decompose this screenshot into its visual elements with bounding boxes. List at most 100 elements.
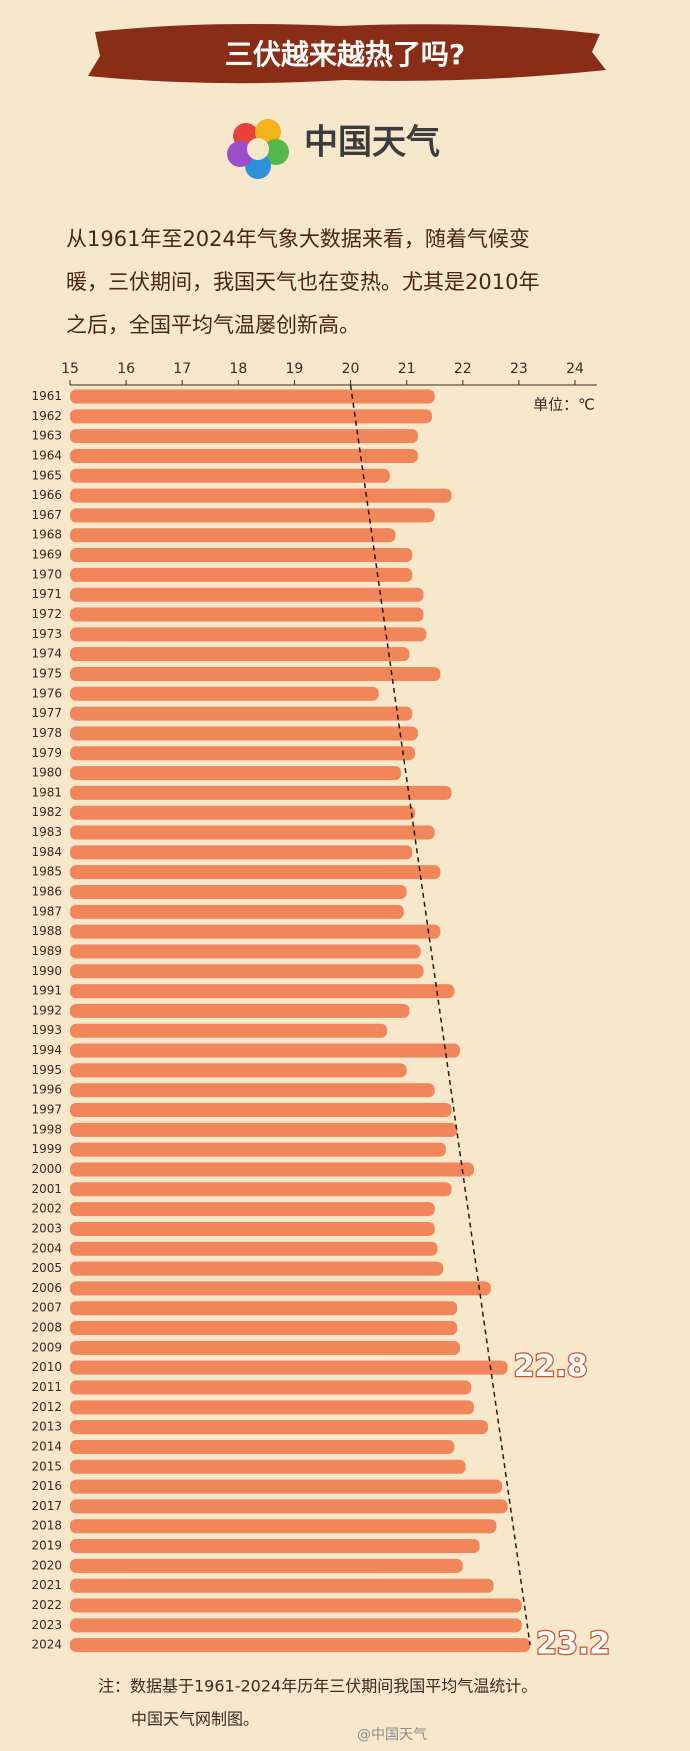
x-tick-label: 21 [398, 361, 416, 377]
y-tick-label: 1976 [31, 686, 62, 700]
bar [70, 488, 452, 503]
bar [70, 1122, 458, 1137]
bar [70, 1063, 407, 1078]
bar [70, 1142, 446, 1157]
y-tick-label: 1994 [31, 1043, 62, 1057]
y-tick-label: 1982 [31, 805, 62, 819]
bar [70, 805, 416, 820]
bar [70, 1301, 458, 1316]
bar [70, 1202, 435, 1217]
y-tick-label: 2008 [31, 1321, 62, 1335]
bar [70, 1083, 435, 1098]
y-tick-label: 2005 [31, 1261, 62, 1275]
bar [70, 448, 418, 463]
bar [70, 1420, 489, 1435]
y-tick-label: 1965 [31, 468, 62, 482]
y-tick-label: 1999 [31, 1142, 62, 1156]
y-tick-label: 1961 [31, 389, 62, 403]
bar [70, 1261, 444, 1276]
bar [70, 1618, 522, 1633]
y-tick-label: 2010 [31, 1360, 62, 1374]
intro-line: 暖，三伏期间，我国天气也在变热。尤其是2010年 [66, 270, 539, 294]
y-tick-label: 1995 [31, 1063, 62, 1077]
bar [70, 845, 413, 860]
x-tick-label: 16 [117, 361, 135, 377]
value-label: 22.8 [514, 1349, 588, 1384]
y-tick-label: 1975 [31, 666, 62, 680]
y-tick-label: 2018 [31, 1519, 62, 1533]
x-tick-label: 19 [286, 361, 304, 377]
y-tick-label: 1981 [31, 785, 62, 799]
y-tick-label: 1967 [31, 508, 62, 522]
y-tick-label: 2012 [31, 1400, 62, 1414]
y-tick-label: 1969 [31, 548, 62, 562]
intro-line: 从1961年至2024年气象大数据来看，随着气候变 [66, 227, 530, 251]
y-tick-label: 2015 [31, 1459, 62, 1473]
bar [70, 1360, 508, 1375]
bar [70, 825, 435, 840]
y-tick-label: 1973 [31, 627, 62, 641]
y-tick-label: 1978 [31, 726, 62, 740]
bar [70, 785, 452, 800]
chart-title: 三伏越来越热了吗? [225, 38, 465, 71]
y-tick-label: 1979 [31, 746, 62, 760]
y-tick-label: 2013 [31, 1420, 62, 1434]
bar [70, 1241, 438, 1256]
title-banner [88, 24, 606, 84]
bar [70, 1400, 474, 1415]
watermark: @中国天气 [357, 1727, 427, 1743]
x-tick-label: 24 [566, 361, 584, 377]
y-tick-label: 1963 [31, 429, 62, 443]
y-tick-label: 1977 [31, 706, 62, 720]
y-tick-label: 1990 [31, 964, 62, 978]
y-tick-label: 2001 [31, 1182, 62, 1196]
bar [70, 904, 404, 919]
bar [70, 1103, 452, 1118]
y-tick-label: 2002 [31, 1202, 62, 1216]
bar [70, 1340, 460, 1355]
bar [70, 706, 413, 721]
y-tick-label: 1988 [31, 924, 62, 938]
bar [70, 409, 432, 424]
bar [70, 587, 424, 602]
bar [70, 1638, 531, 1653]
bar [70, 508, 435, 523]
y-tick-label: 1986 [31, 885, 62, 899]
y-tick-label: 1987 [31, 904, 62, 918]
y-tick-label: 2019 [31, 1539, 62, 1553]
bar [70, 647, 410, 662]
bar [70, 1221, 435, 1236]
y-tick-label: 1991 [31, 984, 62, 998]
x-tick-label: 20 [342, 361, 360, 377]
y-tick-label: 1964 [31, 448, 62, 462]
bar [70, 1380, 472, 1395]
bar [70, 607, 424, 622]
bar [70, 567, 413, 582]
y-tick-label: 1985 [31, 865, 62, 879]
x-tick-label: 18 [229, 361, 247, 377]
bar [70, 389, 435, 404]
bar [70, 746, 416, 761]
y-tick-label: 2006 [31, 1281, 62, 1295]
bar [70, 1479, 503, 1494]
x-tick-label: 22 [454, 361, 472, 377]
bar [70, 548, 413, 563]
bar [70, 1578, 494, 1593]
bar [70, 686, 379, 701]
bar [70, 924, 441, 939]
bar [70, 1539, 480, 1554]
bar [70, 1023, 388, 1038]
bar [70, 885, 407, 899]
x-tick-label: 23 [510, 361, 528, 377]
y-tick-label: 2004 [31, 1241, 62, 1255]
bar [70, 944, 421, 959]
y-tick-label: 2024 [31, 1638, 62, 1652]
x-tick-label: 17 [173, 361, 191, 377]
y-tick-label: 2023 [31, 1618, 62, 1632]
bar [70, 468, 390, 483]
y-tick-label: 1972 [31, 607, 62, 621]
y-tick-label: 2022 [31, 1598, 62, 1612]
bar [70, 1459, 466, 1474]
